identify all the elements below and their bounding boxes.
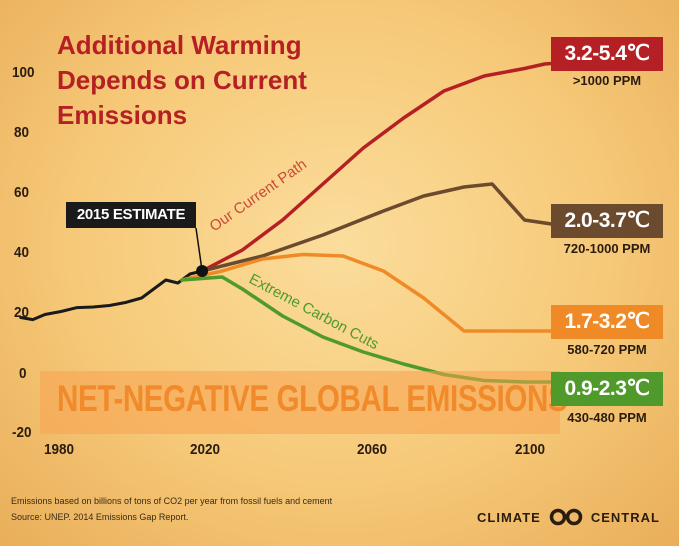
footer-source: Source: UNEP. 2014 Emissions Gap Report. [11,512,189,522]
y-tick-label: 40 [14,244,30,261]
brand-right: CENTRAL [590,509,660,525]
estimate-leader-line [195,227,203,272]
title-line-1: Additional Warming [57,30,302,60]
series-line-historical [19,269,204,322]
scenario-badge-mid-low: 1.7-3.2℃ [551,305,663,339]
estimate-badge: 2015 ESTIMATE [66,202,196,228]
y-tick-label: 80 [14,124,30,141]
scenario-badge-high: 3.2-5.4℃ [551,37,663,71]
footer-note: Emissions based on billions of tons of C… [11,496,333,506]
series-line-720-1000-ppm [200,182,567,273]
y-tick-label: 100 [12,64,35,81]
series-line-our-current-path [200,60,567,273]
title-line-2: Depends on Current [57,65,307,95]
scenario-badge-mid-high: 2.0-3.7℃ [551,204,663,238]
scenario-ppm-low: 430-480 PPM [567,410,647,425]
net-negative-band [40,371,560,434]
y-tick-label: 60 [14,184,30,201]
y-tick-label: 20 [14,304,30,321]
scenario-ppm-mid-high: 720-1000 PPM [563,241,651,256]
brand-rings-icon [549,508,583,526]
path-label-extreme: Extreme Carbon Cuts [246,271,381,354]
brand-logo: CLIMATE CENTRAL [477,507,660,527]
brand-left: CLIMATE [477,509,541,525]
chart-title: Additional Warming Depends on Current Em… [57,28,387,133]
y-tick-label: 0 [19,365,27,382]
x-tick-label: 2100 [515,441,546,458]
x-tick-label: 2060 [357,441,388,458]
scenario-ppm-high: >1000 PPM [572,73,642,88]
x-tick-label: 2020 [190,441,221,458]
scenario-ppm-mid-low: 580-720 PPM [567,342,647,357]
path-label-current: Our Current Path [207,156,310,235]
scenario-badge-low: 0.9-2.3℃ [551,372,663,406]
title-line-3: Emissions [57,100,188,130]
series-line-580-720-ppm [180,252,567,333]
net-negative-label: NET-NEGATIVE GLOBAL EMISSIONS [57,378,568,419]
y-tick-label: -20 [12,424,32,441]
x-tick-label: 1980 [44,441,75,458]
